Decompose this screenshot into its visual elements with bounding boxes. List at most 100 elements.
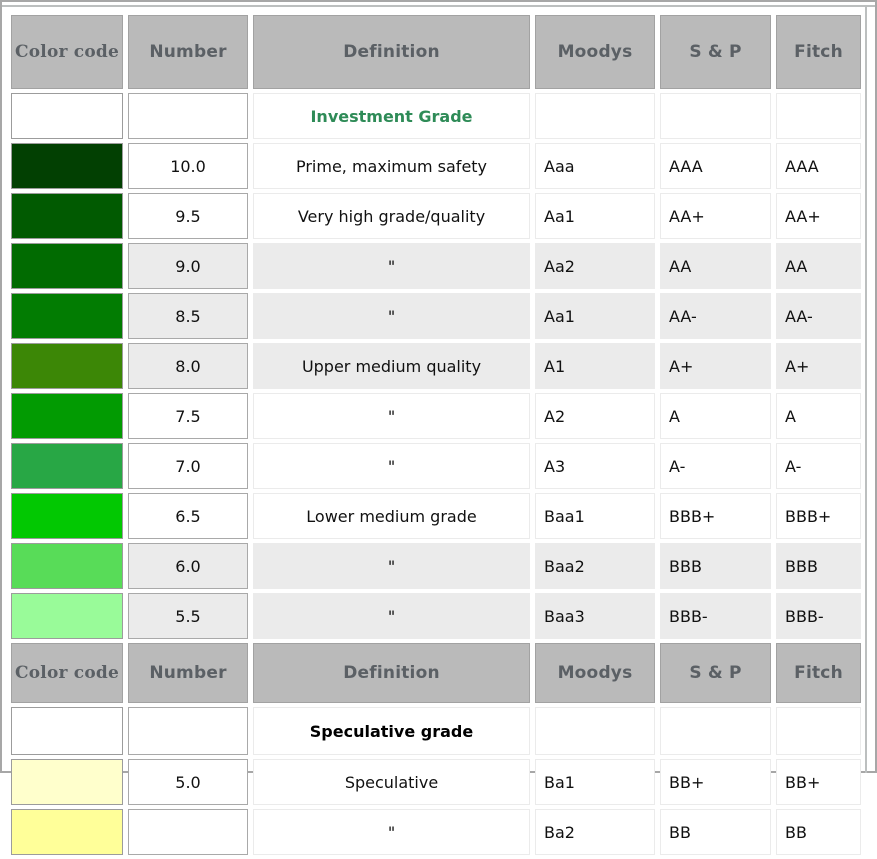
moodys-cell: Aa1 <box>535 293 655 339</box>
fitch-cell: AAA <box>776 143 861 189</box>
fitch-cell: AA <box>776 243 861 289</box>
rating-row: 7.5 " A2 A A <box>11 393 861 439</box>
number-cell: 8.0 <box>128 343 248 389</box>
number-cell: 6.0 <box>128 543 248 589</box>
number-cell: 9.0 <box>128 243 248 289</box>
moodys-cell: Baa1 <box>535 493 655 539</box>
moodys-cell: A1 <box>535 343 655 389</box>
fitch-cell: BBB+ <box>776 493 861 539</box>
rating-row: 9.5 Very high grade/quality Aa1 AA+ AA+ <box>11 193 861 239</box>
moodys-cell: A3 <box>535 443 655 489</box>
rating-row: 6.5 Lower medium grade Baa1 BBB+ BBB+ <box>11 493 861 539</box>
header-sp: S & P <box>660 643 771 703</box>
definition-cell: Very high grade/quality <box>253 193 530 239</box>
rating-row: 6.0 " Baa2 BBB BBB <box>11 543 861 589</box>
header-moodys: Moodys <box>535 15 655 89</box>
header-fitch: Fitch <box>776 643 861 703</box>
definition-cell: Lower medium grade <box>253 493 530 539</box>
color-swatch <box>11 93 123 139</box>
sp-cell: BBB- <box>660 593 771 639</box>
sp-cell: AA+ <box>660 193 771 239</box>
rating-row: 8.0 Upper medium quality A1 A+ A+ <box>11 343 861 389</box>
fitch-cell: A- <box>776 443 861 489</box>
definition-cell: " <box>253 243 530 289</box>
sp-cell: AA <box>660 243 771 289</box>
definition-cell: Speculative <box>253 759 530 805</box>
sp-cell: BB+ <box>660 759 771 805</box>
rating-row: 8.5 " Aa1 AA- AA- <box>11 293 861 339</box>
number-cell: 9.5 <box>128 193 248 239</box>
definition-cell: Upper medium quality <box>253 343 530 389</box>
rating-row: 10.0 Prime, maximum safety Aaa AAA AAA <box>11 143 861 189</box>
sp-cell: A <box>660 393 771 439</box>
color-swatch <box>11 809 123 855</box>
number-cell: 5.0 <box>128 759 248 805</box>
number-cell <box>128 93 248 139</box>
moodys-cell <box>535 93 655 139</box>
number-cell <box>128 809 248 855</box>
number-cell: 8.5 <box>128 293 248 339</box>
section-title-row: Speculative grade <box>11 707 861 755</box>
number-cell: 7.5 <box>128 393 248 439</box>
header-definition: Definition <box>253 15 530 89</box>
investment-grade-label: Investment Grade <box>310 106 473 126</box>
header-fitch: Fitch <box>776 15 861 89</box>
header-color-code: Color code <box>11 15 123 89</box>
rating-row: 5.0 Speculative Ba1 BB+ BB+ <box>11 759 861 805</box>
moodys-cell: Aaa <box>535 143 655 189</box>
fitch-cell: BBB- <box>776 593 861 639</box>
moodys-cell: Ba2 <box>535 809 655 855</box>
table-header-row: Color code Number Definition Moodys S & … <box>11 643 861 703</box>
fitch-cell <box>776 93 861 139</box>
rating-row: 7.0 " A3 A- A- <box>11 443 861 489</box>
section-title-investment-grade: Investment Grade <box>253 93 530 139</box>
speculative-grade-label: Speculative grade <box>309 721 474 741</box>
definition-cell: " <box>253 393 530 439</box>
definition-cell: " <box>253 293 530 339</box>
rating-row: 5.5 " Baa3 BBB- BBB- <box>11 593 861 639</box>
color-swatch <box>11 543 123 589</box>
rating-row: 9.0 " Aa2 AA AA <box>11 243 861 289</box>
sp-cell: BBB+ <box>660 493 771 539</box>
color-swatch <box>11 593 123 639</box>
moodys-cell: Baa3 <box>535 593 655 639</box>
header-moodys: Moodys <box>535 643 655 703</box>
section-title-speculative-grade: Speculative grade <box>253 707 530 755</box>
color-swatch <box>11 293 123 339</box>
sp-cell: A- <box>660 443 771 489</box>
sp-cell: A+ <box>660 343 771 389</box>
definition-cell: Prime, maximum safety <box>253 143 530 189</box>
fitch-cell: A+ <box>776 343 861 389</box>
section-title-row: Investment Grade <box>11 93 861 139</box>
header-number: Number <box>128 643 248 703</box>
fitch-cell: A <box>776 393 861 439</box>
sp-cell: AAA <box>660 143 771 189</box>
color-swatch <box>11 193 123 239</box>
moodys-cell: A2 <box>535 393 655 439</box>
color-swatch <box>11 243 123 289</box>
header-definition: Definition <box>253 643 530 703</box>
color-swatch <box>11 759 123 805</box>
frame-top-rule <box>2 5 875 7</box>
number-cell <box>128 707 248 755</box>
definition-cell: " <box>253 443 530 489</box>
number-cell: 7.0 <box>128 443 248 489</box>
number-cell: 5.5 <box>128 593 248 639</box>
moodys-cell: Ba1 <box>535 759 655 805</box>
color-swatch <box>11 393 123 439</box>
number-cell: 6.5 <box>128 493 248 539</box>
sp-cell <box>660 93 771 139</box>
fitch-cell: BBB <box>776 543 861 589</box>
sp-cell: BBB <box>660 543 771 589</box>
sp-cell: BB <box>660 809 771 855</box>
fitch-cell: AA+ <box>776 193 861 239</box>
frame-right-rule <box>865 5 867 773</box>
sp-cell: AA- <box>660 293 771 339</box>
moodys-cell: Aa1 <box>535 193 655 239</box>
number-cell: 10.0 <box>128 143 248 189</box>
table-header-row: Color code Number Definition Moodys S & … <box>11 15 861 89</box>
color-swatch <box>11 343 123 389</box>
moodys-cell <box>535 707 655 755</box>
color-swatch <box>11 143 123 189</box>
